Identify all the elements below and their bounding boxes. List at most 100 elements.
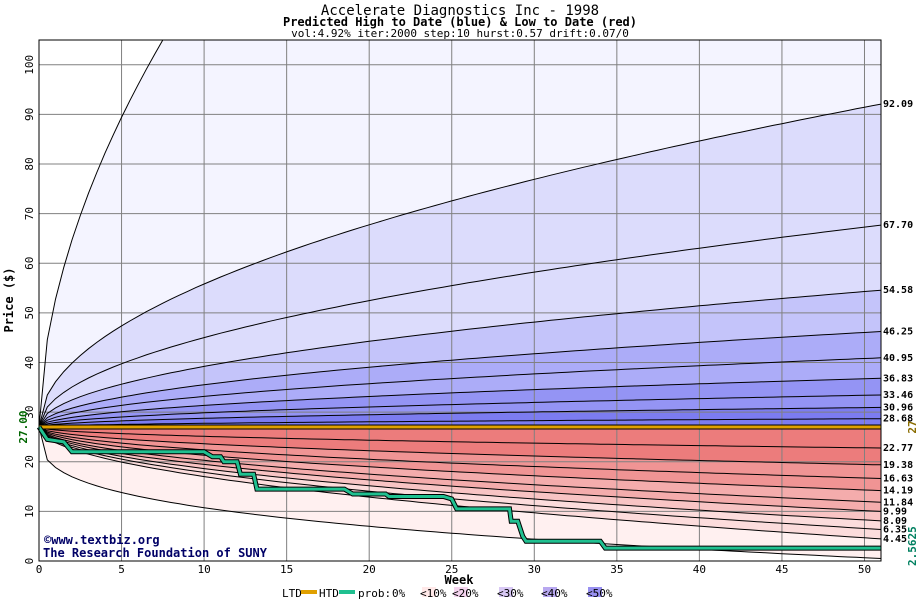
y-tick-label-100: 100 — [23, 55, 36, 75]
high-line-high_5 — [38, 357, 882, 428]
end-label-low_3: 16.63 — [883, 473, 913, 484]
end-label-low_9: 4.45 — [883, 534, 907, 545]
legend-ltd-swatch — [301, 590, 317, 594]
legend-item-5: <50% — [586, 587, 613, 600]
x-axis-label: Week — [445, 573, 475, 587]
y-tick-label-50: 50 — [23, 306, 36, 319]
end-label-low_8: 6.35 — [883, 524, 907, 535]
chart-subtitle: Predicted High to Date (blue) & Low to D… — [283, 15, 637, 29]
credit-line-2: The Research Foundation of SUNY — [43, 546, 268, 560]
end-label-high_9: 28.68 — [883, 414, 913, 425]
high-line-high_8 — [38, 406, 882, 428]
low-band-8 — [39, 427, 881, 559]
end-label-low_2: 19.38 — [883, 460, 913, 471]
end-label-high_8: 30.96 — [883, 402, 913, 413]
y-tick-label-0: 0 — [23, 558, 36, 565]
current-price-label: 27 — [906, 420, 919, 433]
low-line-low_5 — [38, 426, 882, 503]
y-tick-label-60: 60 — [23, 257, 36, 270]
credit-line-1: ©www.textbiz.org — [44, 533, 160, 547]
x-tick-label-35: 35 — [610, 563, 623, 576]
end-label-low_5: 11.84 — [883, 497, 913, 508]
end-label-high_3: 54.58 — [883, 285, 913, 296]
low-band-4 — [39, 427, 881, 512]
low-line-low_2 — [38, 426, 882, 466]
legend-htd-label: HTD — [319, 587, 339, 600]
low-band-6 — [39, 427, 881, 530]
end-label-high_6: 36.83 — [883, 373, 913, 384]
x-tick-label-5: 5 — [118, 563, 125, 576]
x-tick-label-50: 50 — [858, 563, 871, 576]
y-tick-label-90: 90 — [23, 108, 36, 121]
legend-htd-swatch — [339, 590, 355, 594]
low-line-low_8 — [38, 426, 882, 530]
low-line-low_6 — [38, 426, 882, 512]
end-label-high_2: 67.70 — [883, 220, 913, 231]
axis-ticks: 0 5 10 15 20 25 30 35 40 45 50 0 10 20 30 40 50 60 70 80 90 1… — [23, 55, 871, 576]
end-label-low_7: 8.09 — [883, 516, 907, 527]
x-tick-label-10: 10 — [197, 563, 210, 576]
legend-prob-prefix: prob: — [358, 587, 391, 600]
legend-item-4: <40% — [541, 587, 568, 600]
end-label-low_6: 9.99 — [883, 506, 907, 517]
legend-swatch-2 — [454, 587, 468, 597]
end-value-labels: 92.09 67.70 54.58 46.25 40.95 36.83 33.4630.96… — [883, 99, 913, 545]
legend-item-3: <30% — [497, 587, 524, 600]
simulation-params: vol:4.92% iter:2000 step:10 hurst:0.57 d… — [291, 27, 629, 40]
htd-min-label: 2.5625 — [906, 526, 919, 566]
x-tick-label-0: 0 — [36, 563, 43, 576]
end-label-high_4: 46.25 — [883, 327, 913, 338]
legend-item-2: <20% — [452, 587, 479, 600]
legend-swatch-1 — [422, 587, 436, 597]
high-band-4 — [39, 331, 881, 427]
y-tick-label-40: 40 — [23, 356, 36, 369]
high-band-3 — [39, 290, 881, 427]
high-line-high_3 — [38, 289, 882, 428]
low-band-0 — [39, 427, 881, 465]
legend-item-1: <10% — [420, 587, 447, 600]
high-line-high_6 — [38, 377, 882, 428]
low-band-3 — [39, 427, 881, 503]
low-band-7 — [39, 427, 881, 539]
high-band-1 — [39, 104, 881, 427]
legend-swatch-0 — [392, 587, 406, 597]
y-tick-label-20: 20 — [23, 455, 36, 468]
high-band-6 — [39, 378, 881, 427]
high-band-7 — [39, 395, 881, 427]
x-tick-label-40: 40 — [693, 563, 706, 576]
end-label-high_5: 40.95 — [883, 353, 913, 364]
high-line-high_1 — [38, 103, 882, 428]
x-tick-label-20: 20 — [363, 563, 376, 576]
high-line-high_7 — [38, 394, 882, 428]
x-tick-label-25: 25 — [445, 563, 458, 576]
end-label-high_7: 33.46 — [883, 390, 913, 401]
y-tick-label-10: 10 — [23, 505, 36, 518]
low-band-1 — [39, 427, 881, 479]
y-tick-label-70: 70 — [23, 207, 36, 220]
y-axis-label: Price ($) — [2, 267, 16, 332]
x-tick-label-45: 45 — [775, 563, 788, 576]
legend-swatch-4 — [543, 587, 557, 597]
low-band-2 — [39, 427, 881, 491]
legend-item-0: 0% — [392, 587, 406, 600]
high-line-high_2 — [38, 224, 882, 428]
high-line-high_9 — [38, 418, 881, 428]
high-band-2 — [39, 225, 881, 427]
low-line-low_7 — [38, 426, 882, 522]
start-price-label: 27.00 — [17, 410, 30, 443]
htd-group — [36, 425, 881, 551]
x-tick-label-15: 15 — [280, 563, 293, 576]
y-tick-label-80: 80 — [23, 157, 36, 170]
x-tick-label-30: 30 — [528, 563, 541, 576]
low-line-low_9 — [38, 426, 882, 540]
low-line-low_3 — [38, 426, 882, 479]
y-tick-label-30: 30 — [23, 406, 36, 419]
high-line-high_4 — [38, 331, 882, 428]
chart-title: Accelerate Diagnostics Inc - 1998 — [321, 3, 599, 19]
htd-line — [37, 426, 881, 550]
low-line-low_1 — [38, 426, 882, 449]
legend-ltd-label: LTD — [282, 587, 302, 600]
low-line-low_min — [38, 426, 882, 559]
